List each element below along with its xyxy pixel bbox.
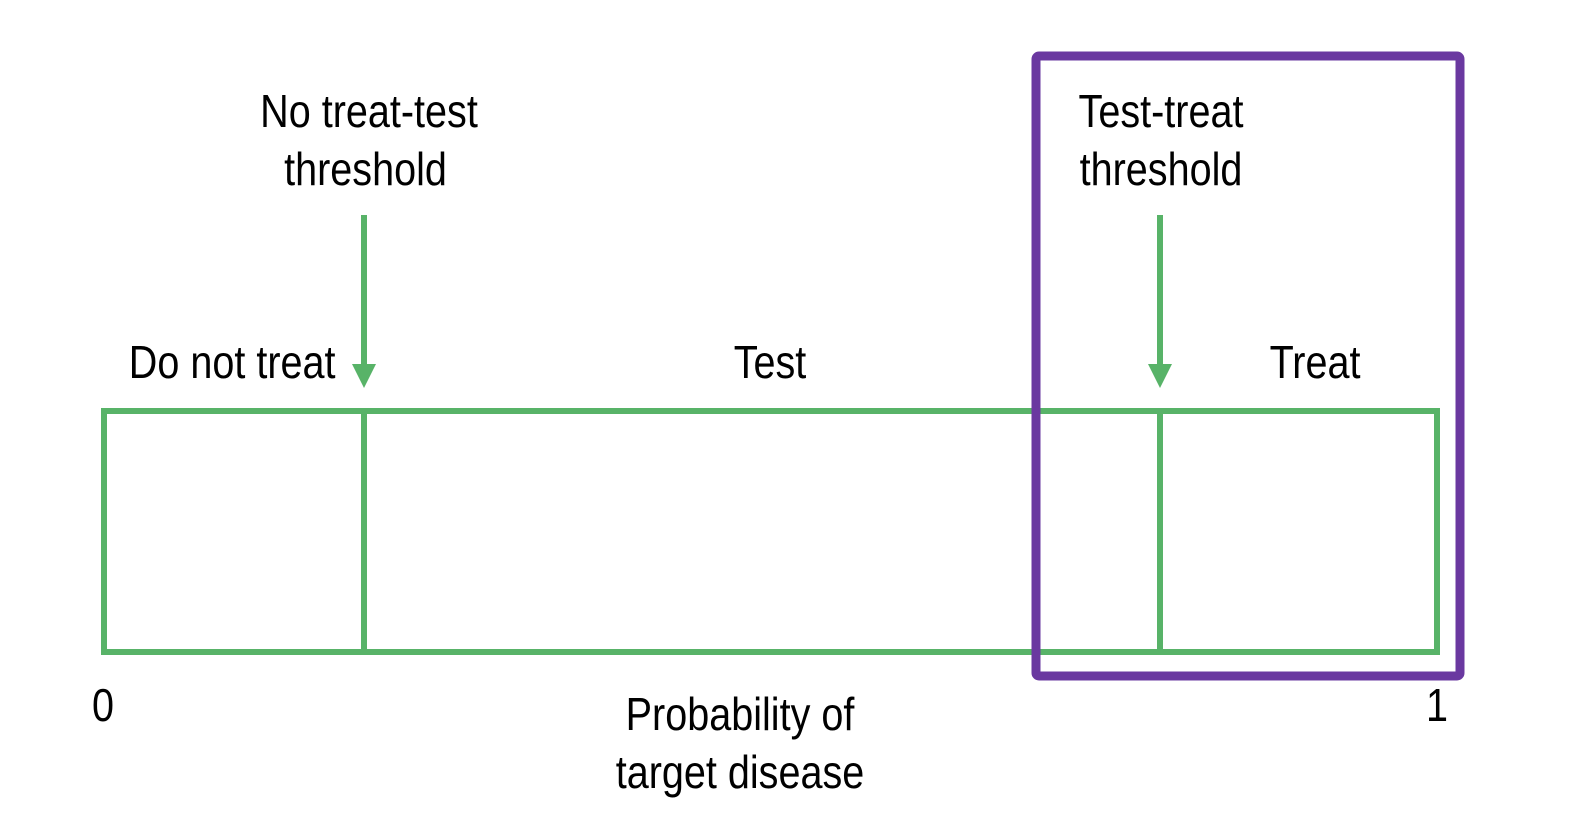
no-treat-test-label-line2: threshold	[284, 143, 447, 195]
test-treat-threshold-label: Test-treat threshold	[1075, 82, 1247, 198]
no-treat-test-label-line1: No treat-test	[260, 85, 478, 137]
axis-title-line2: target disease	[615, 746, 865, 798]
axis-title-line1: Probability of	[625, 688, 855, 740]
treat-zone-label: Treat	[1269, 336, 1361, 388]
probability-scale-bar	[101, 408, 1440, 655]
test-zone-label: Test	[733, 336, 807, 388]
test-treat-label-line1: Test-treat	[1078, 85, 1244, 137]
axis-max-label: 1	[1425, 679, 1449, 731]
no-treat-test-arrow	[352, 215, 376, 388]
axis-min-label: 0	[91, 679, 115, 731]
do-not-treat-zone-label: Do not treat	[128, 336, 336, 388]
test-treat-highlight-box	[1031, 51, 1465, 681]
axis-title: Probability of target disease	[607, 685, 874, 801]
test-treat-label-line2: threshold	[1079, 143, 1243, 195]
no-treat-test-threshold-label: No treat-test threshold	[260, 82, 478, 198]
test-treat-arrow	[1148, 215, 1172, 388]
